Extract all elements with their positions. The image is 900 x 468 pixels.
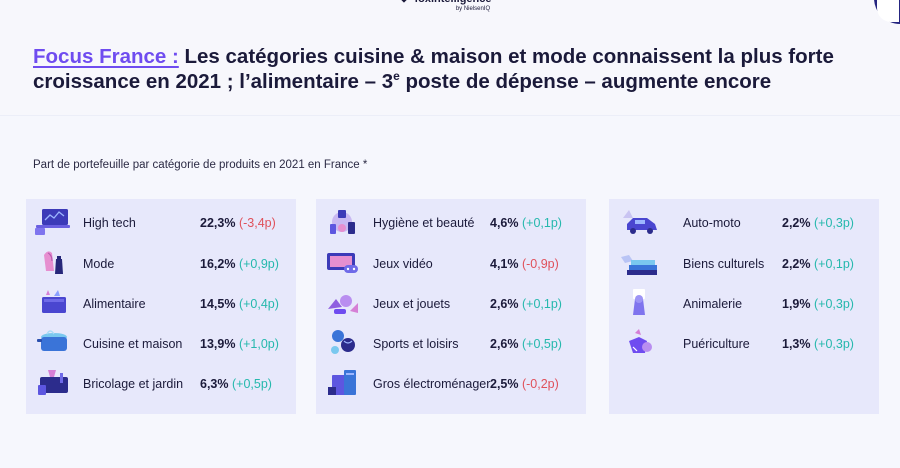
category-label: Gros électroménager xyxy=(373,377,491,391)
share-value: 2,6% xyxy=(490,297,519,311)
list-item: Bricolage et jardin 6,3% (+0,5p) xyxy=(26,363,296,403)
category-value: 2,2% (+0,1p) xyxy=(782,257,854,271)
category-label: Alimentaire xyxy=(83,297,146,311)
category-value: 4,1% (-0,9p) xyxy=(490,257,559,271)
category-label: Jeux vidéo xyxy=(373,257,433,271)
change-value: (+0,3p) xyxy=(813,216,854,230)
logo-text: foxintelligence xyxy=(398,0,508,5)
category-label: Biens culturels xyxy=(683,257,765,271)
game-controller-icon xyxy=(327,253,358,273)
list-item: Biens culturels 2,2% (+0,1p) xyxy=(609,243,879,283)
category-value: 2,5% (-0,2p) xyxy=(490,377,559,391)
change-value: (+0,3p) xyxy=(813,337,854,351)
change-value: (+0,9p) xyxy=(238,257,279,271)
cooking-pot-icon xyxy=(37,330,67,351)
share-value: 2,5% xyxy=(490,377,519,391)
category-panel-1: High tech 22,3% (-3,4p) Mode 16,2% (+0,9… xyxy=(26,199,296,414)
share-value: 4,1% xyxy=(490,257,519,271)
toolbox-icon xyxy=(38,370,68,395)
category-value: 2,6% (+0,5p) xyxy=(490,337,562,351)
share-value: 2,2% xyxy=(782,216,811,230)
change-value: (+0,5p) xyxy=(231,377,272,391)
title-part-2: poste de dépense – augmente encore xyxy=(399,70,772,93)
change-value: (+1,0p) xyxy=(238,337,279,351)
category-value: 14,5% (+0,4p) xyxy=(200,297,279,311)
toys-icon xyxy=(328,295,358,314)
car-icon xyxy=(623,210,657,234)
change-value: (+0,1p) xyxy=(813,257,854,271)
share-value: 1,9% xyxy=(782,297,811,311)
category-value: 2,2% (+0,3p) xyxy=(782,216,854,230)
change-value: (+0,1p) xyxy=(521,216,562,230)
category-label: Sports et loisirs xyxy=(373,337,459,351)
appliance-icon xyxy=(328,370,356,395)
category-value: 16,2% (+0,9p) xyxy=(200,257,279,271)
category-value: 4,6% (+0,1p) xyxy=(490,216,562,230)
share-value: 22,3% xyxy=(200,216,236,230)
category-label: Auto-moto xyxy=(683,216,741,230)
category-label: Bricolage et jardin xyxy=(83,377,184,391)
category-label: Cuisine et maison xyxy=(83,337,183,351)
header-band xyxy=(0,0,900,116)
share-value: 6,3% xyxy=(200,377,229,391)
category-panel-2: Hygiène et beauté 4,6% (+0,1p) Jeux vidé… xyxy=(316,199,586,414)
category-label: High tech xyxy=(83,216,136,230)
list-item: Mode 16,2% (+0,9p) xyxy=(26,243,296,283)
category-label: Puériculture xyxy=(683,337,750,351)
page-title: Focus France : Les catégories cuisine & … xyxy=(33,44,883,94)
title-accent: Focus France : xyxy=(33,45,179,68)
chart-subtitle: Part de portefeuille par catégorie de pr… xyxy=(33,159,368,171)
list-item: Puériculture 1,3% (+0,3p) xyxy=(609,323,879,363)
category-label: Hygiène et beauté xyxy=(373,216,475,230)
category-value: 2,6% (+0,1p) xyxy=(490,297,562,311)
list-item: Sports et loisirs 2,6% (+0,5p) xyxy=(316,323,586,363)
category-panel-3: Auto-moto 2,2% (+0,3p) Biens culturels 2… xyxy=(609,199,879,414)
list-item: Cuisine et maison 13,9% (+1,0p) xyxy=(26,323,296,363)
change-value: (-0,9p) xyxy=(521,257,559,271)
list-item: Jeux et jouets 2,6% (+0,1p) xyxy=(316,283,586,323)
category-label: Jeux et jouets xyxy=(373,297,451,311)
beauty-products-icon xyxy=(330,210,355,234)
title-part-1: Les catégories cuisine & maison et mode … xyxy=(33,45,834,93)
category-value: 22,3% (-3,4p) xyxy=(200,216,276,230)
clothing-icon xyxy=(44,251,63,274)
list-item: Hygiène et beauté 4,6% (+0,1p) xyxy=(316,202,586,242)
list-item: Alimentaire 14,5% (+0,4p) xyxy=(26,283,296,323)
laptop-icon xyxy=(35,209,70,235)
list-item: Gros électroménager 2,5% (-0,2p) xyxy=(316,363,586,403)
grocery-basket-icon xyxy=(42,290,66,313)
share-value: 4,6% xyxy=(490,216,519,230)
category-value: 1,9% (+0,3p) xyxy=(782,297,854,311)
category-value: 13,9% (+1,0p) xyxy=(200,337,279,351)
logo-subtext: by NielsenIQ xyxy=(455,6,491,12)
baby-icon xyxy=(629,329,652,353)
change-value: (+0,1p) xyxy=(521,297,562,311)
list-item: Animalerie 1,9% (+0,3p) xyxy=(609,283,879,323)
share-value: 2,2% xyxy=(782,257,811,271)
share-value: 13,9% xyxy=(200,337,236,351)
change-value: (+0,3p) xyxy=(813,297,854,311)
sports-balls-icon xyxy=(331,330,355,354)
change-value: (-3,4p) xyxy=(238,216,276,230)
category-label: Mode xyxy=(83,257,115,271)
category-label: Animalerie xyxy=(683,297,743,311)
list-item: Jeux vidéo 4,1% (-0,9p) xyxy=(316,243,586,283)
share-value: 14,5% xyxy=(200,297,236,311)
share-value: 2,6% xyxy=(490,337,519,351)
change-value: (+0,4p) xyxy=(238,297,279,311)
share-value: 16,2% xyxy=(200,257,236,271)
brand-logo: foxintelligence by NielsenIQ xyxy=(398,0,508,16)
list-item: High tech 22,3% (-3,4p) xyxy=(26,202,296,242)
category-value: 6,3% (+0,5p) xyxy=(200,377,272,391)
share-value: 1,3% xyxy=(782,337,811,351)
pet-icon xyxy=(633,289,645,315)
change-value: (-0,2p) xyxy=(521,377,559,391)
category-value: 1,3% (+0,3p) xyxy=(782,337,854,351)
list-item: Auto-moto 2,2% (+0,3p) xyxy=(609,202,879,242)
books-icon xyxy=(621,255,657,275)
title-superscript: e xyxy=(393,69,400,84)
change-value: (+0,5p) xyxy=(521,337,562,351)
